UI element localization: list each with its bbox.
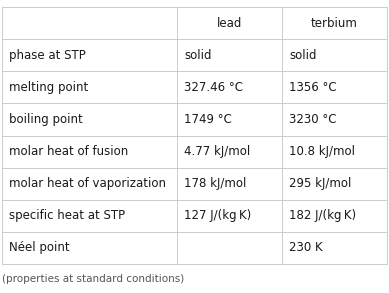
Text: molar heat of fusion: molar heat of fusion	[9, 145, 128, 158]
Text: 230 K: 230 K	[289, 241, 322, 254]
Text: 1356 °C: 1356 °C	[289, 81, 336, 94]
Text: (properties at standard conditions): (properties at standard conditions)	[2, 274, 184, 284]
Text: 4.77 kJ/mol: 4.77 kJ/mol	[184, 145, 251, 158]
Text: 3230 °C: 3230 °C	[289, 113, 336, 126]
Text: phase at STP: phase at STP	[9, 49, 86, 62]
Text: melting point: melting point	[9, 81, 88, 94]
Text: solid: solid	[289, 49, 316, 62]
Text: solid: solid	[184, 49, 212, 62]
Text: 327.46 °C: 327.46 °C	[184, 81, 243, 94]
Text: 1749 °C: 1749 °C	[184, 113, 232, 126]
Text: 295 kJ/mol: 295 kJ/mol	[289, 177, 351, 190]
Text: terbium: terbium	[311, 17, 358, 30]
Text: Néel point: Néel point	[9, 241, 70, 254]
Text: 127 J/(kg K): 127 J/(kg K)	[184, 209, 251, 222]
Text: lead: lead	[217, 17, 242, 30]
Text: specific heat at STP: specific heat at STP	[9, 209, 125, 222]
Text: boiling point: boiling point	[9, 113, 83, 126]
Text: 182 J/(kg K): 182 J/(kg K)	[289, 209, 356, 222]
Text: 178 kJ/mol: 178 kJ/mol	[184, 177, 247, 190]
Text: 10.8 kJ/mol: 10.8 kJ/mol	[289, 145, 355, 158]
Text: molar heat of vaporization: molar heat of vaporization	[9, 177, 166, 190]
